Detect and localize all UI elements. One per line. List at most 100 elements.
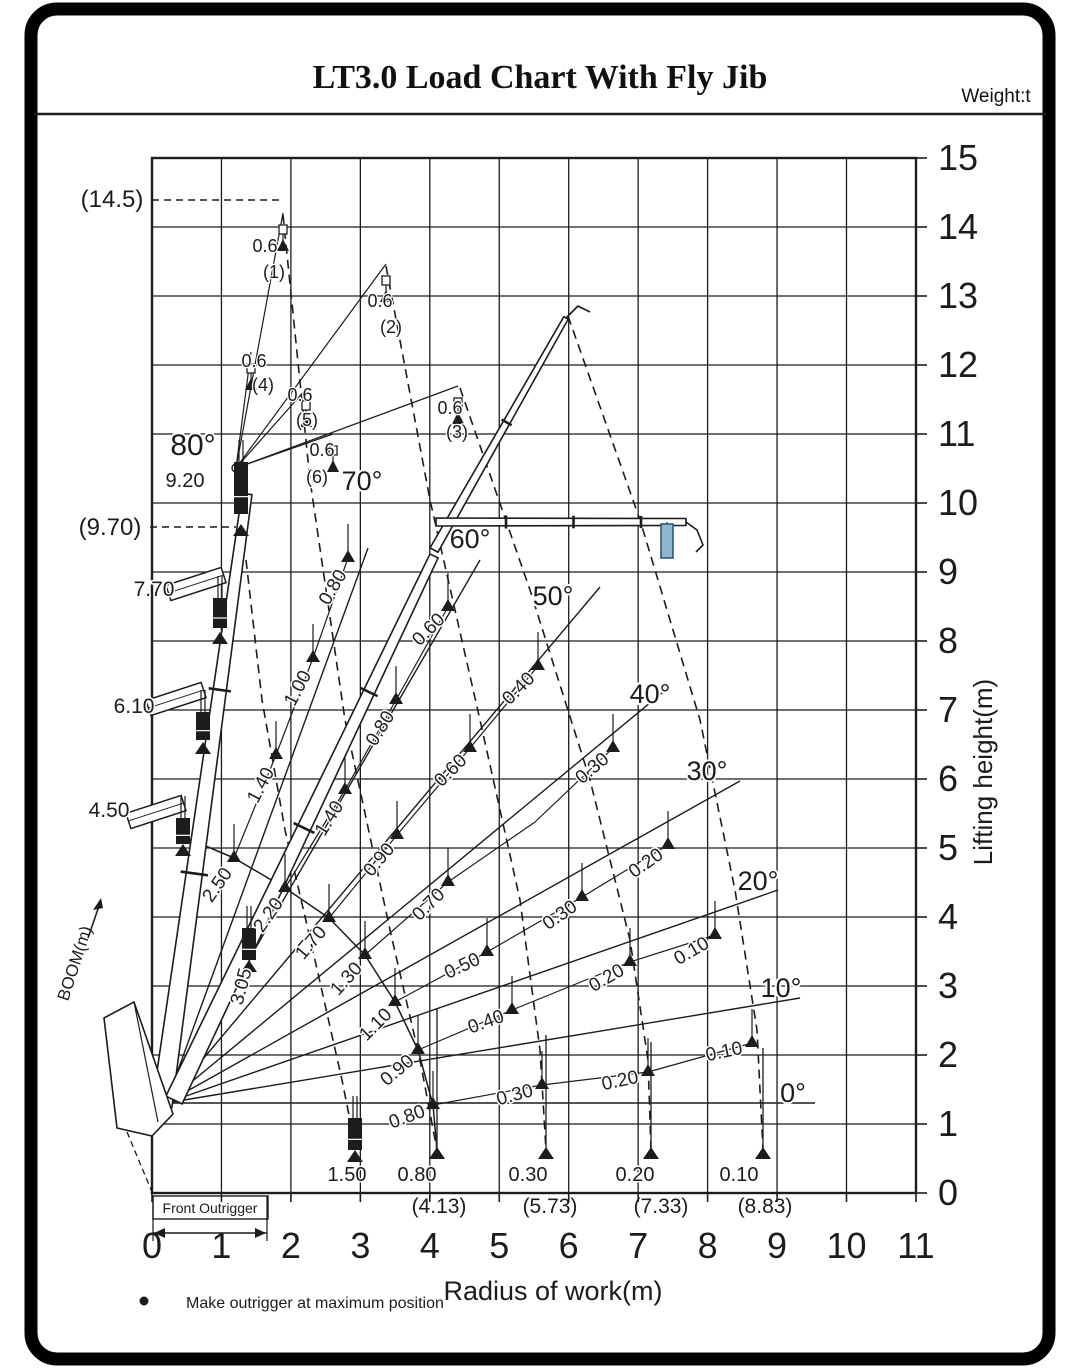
jib-config-labels: 0.6 [309,440,334,460]
truck-sketch [133,1001,159,1123]
load-chains [284,606,449,889]
angle-lines [165,780,741,1104]
y-axis-ticks: 12 [938,344,978,385]
y-axis-ticks: 1 [938,1103,958,1144]
truck-sketch [103,1000,174,1193]
angle-labels: 70° [342,466,383,496]
jib-config-labels: 0.6 [437,398,462,418]
boom-shapes [660,523,674,559]
angle-labels: 0° 10° 20° 30° 40° 50° 60° 70° 80° [168,427,808,1110]
trajectory-curves [567,315,764,1151]
note-bullet [139,1296,149,1306]
note-bullet [139,1296,149,1306]
load-markers [531,658,545,670]
load-markers [708,927,722,939]
truck-sketch [126,1131,153,1193]
load-markers: 0.70 [408,884,449,925]
jib-fan [381,275,391,286]
load-markers [505,1002,519,1014]
front-outrigger [152,1195,269,1241]
y-axis-ticks: 11 [938,413,975,454]
jib-fan [277,239,289,251]
hook-blocks [175,844,191,856]
ground-markers [429,1147,445,1159]
side-annotations [93,898,103,910]
jib-config-labels: (4) [252,375,274,395]
jib-fan [235,433,334,469]
jib-config-labels: (2) [380,317,402,337]
jib-fan [235,388,307,469]
x-axis-ticks: 8 [698,1225,718,1266]
y-axis-ticks: 10 [938,482,978,523]
sub-radius-labels: (7.33) [634,1195,689,1218]
boom-shapes [359,686,379,698]
load-chains [364,747,614,956]
angle-labels: 20° [738,866,779,896]
load-markers [322,910,336,922]
jib-config-labels: (3) [446,422,468,442]
angle-labels: 30° [687,756,728,786]
hook-blocks [242,928,256,960]
load-markers [575,889,589,901]
sub-radius-labels: (4.13) [412,1195,467,1218]
trajectory-curves [282,214,438,1151]
x-axis-ticks: 0 [142,1225,162,1266]
jib-config-labels: (1) [263,262,285,282]
x-axis-ticks: 5 [489,1225,509,1266]
side-annotations: (14.5) [81,186,144,213]
front-outrigger-label: Front Outrigger [163,1200,258,1216]
height-leader [150,199,280,528]
ground-markers: 0.30 [509,1164,548,1186]
jib-fan [235,263,387,469]
jib-fan [245,378,257,390]
load-markers [358,947,372,959]
load-markers: 0.10 [704,1038,745,1066]
load-markers: 1.00 [280,667,316,710]
load-chains [233,557,753,1106]
jib-fan [300,415,312,427]
load-markers [278,880,292,892]
hook-blocks [213,598,227,628]
hook-blocks [212,632,228,644]
ground-markers [755,1147,771,1159]
jib-fan [278,224,288,235]
load-markers [338,782,352,794]
boom-shapes [128,802,184,822]
load-markers: 0.30 [494,1080,535,1110]
sub-radius-labels: (4.13) (5.73) (7.33) (8.83) [412,1195,793,1218]
jib-fan [231,212,464,473]
jib-fan [452,412,464,424]
boom-shapes [435,517,687,527]
load-markers [641,1064,655,1076]
boom-shapes [208,687,232,693]
load-markers [480,944,494,956]
hook-blocks [176,818,190,844]
load-chains [233,557,349,859]
y-axis-ticks: 5 [938,827,958,868]
boom-shapes [685,521,704,553]
weight-unit-label: Weight:t [961,86,1031,107]
chart-title: LT3.0 Load Chart With Fly Jib [313,59,768,96]
boom-shapes [180,870,209,877]
x-axis-ticks: 1 [211,1225,231,1266]
load-markers [441,874,455,886]
jib-config-labels: 0.6 [241,351,266,371]
x-axis-ticks: 3 [350,1225,370,1266]
y-axis-ticks: 4 [938,896,958,937]
angle-lines [165,687,669,1104]
load-markers [441,599,455,611]
trajectory-curves [385,265,547,1151]
load-chains [432,1042,753,1106]
y-axis-ticks: 7 [938,689,958,730]
side-annotations: 9.20 [166,470,205,492]
ground-markers: 0.20 [616,1164,655,1186]
x-axis-title: Radius of work(m) [443,1276,662,1306]
angle-labels: 60° [450,524,491,554]
x-axis-ticks: 11 [897,1225,934,1266]
ground-markers [643,1147,659,1159]
angle-labels: 0° [780,1078,806,1108]
grid [150,156,918,1195]
boom-shapes [125,794,187,830]
